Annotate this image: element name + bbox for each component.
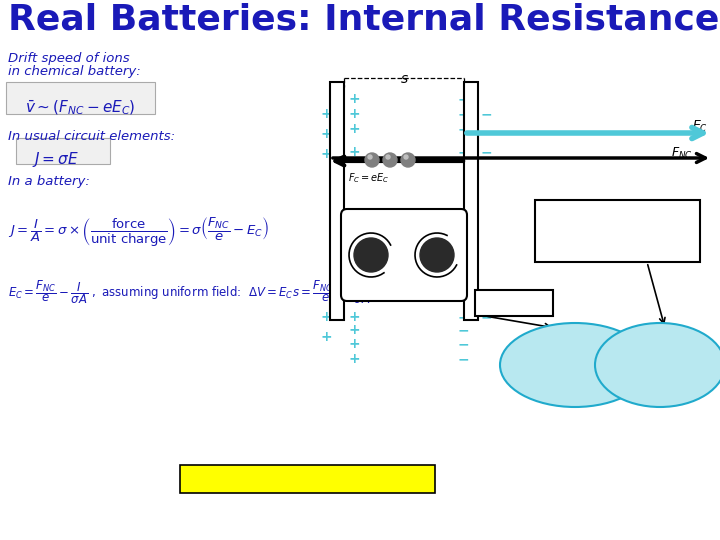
Circle shape: [420, 238, 454, 272]
Text: $r_{\rm int}$ - internal: $r_{\rm int}$ - internal: [541, 210, 636, 229]
Text: +: +: [349, 310, 361, 324]
Text: In usual circuit elements:: In usual circuit elements:: [8, 130, 175, 143]
Text: −: −: [458, 337, 469, 351]
Circle shape: [368, 155, 372, 159]
Text: $J = \sigma E$: $J = \sigma E$: [32, 150, 78, 169]
Text: $\dfrac{F_{NC}s}{e}$: $\dfrac{F_{NC}s}{e}$: [561, 352, 590, 378]
Text: $s$: $s$: [400, 72, 408, 86]
Text: $\Delta V_{battery} = emf - r_{int}I$: $\Delta V_{battery} = emf - r_{int}I$: [230, 469, 384, 489]
Text: +: +: [321, 310, 333, 324]
Bar: [180, 465, 435, 493]
Text: $E_C = \dfrac{F_{NC}}{e} - \dfrac{I}{\sigma A}$$\ ,\ $assuming uniform field: $\: $E_C = \dfrac{F_{NC}}{e} - \dfrac{I}{\si…: [8, 278, 376, 306]
Text: +: +: [349, 323, 361, 337]
Text: −: −: [481, 310, 492, 324]
Circle shape: [386, 155, 390, 159]
Text: −: −: [458, 352, 469, 366]
Bar: [464, 82, 478, 320]
Text: Drift speed of ions: Drift speed of ions: [8, 52, 130, 65]
Circle shape: [365, 153, 379, 167]
Circle shape: [354, 238, 388, 272]
Text: +: +: [349, 122, 361, 136]
Text: $\bar{v} \sim \left(F_{NC} - eE_C\right)$: $\bar{v} \sim \left(F_{NC} - eE_C\right)…: [24, 98, 135, 117]
Text: $F_{NC}$: $F_{NC}$: [671, 146, 693, 161]
Text: +: +: [349, 145, 361, 159]
Text: +: +: [349, 92, 361, 106]
Text: −: −: [458, 107, 469, 121]
Text: $J = \dfrac{I}{A} = \sigma \times \left(\dfrac{\mathrm{force}}{\mathrm{unit\ cha: $J = \dfrac{I}{A} = \sigma \times \left(…: [8, 215, 269, 248]
Text: $\dfrac{s}{\sigma A}$: $\dfrac{s}{\sigma A}$: [651, 353, 669, 377]
Bar: [475, 290, 553, 316]
Ellipse shape: [500, 323, 650, 407]
Circle shape: [401, 153, 415, 167]
FancyBboxPatch shape: [341, 209, 467, 301]
Text: −: −: [481, 145, 492, 159]
Text: −: −: [458, 323, 469, 337]
Text: −: −: [458, 92, 469, 106]
Text: In a battery:: In a battery:: [8, 175, 90, 188]
FancyBboxPatch shape: [6, 82, 155, 114]
Text: +: +: [321, 330, 333, 344]
FancyBboxPatch shape: [16, 138, 110, 164]
Text: +: +: [349, 337, 361, 351]
Text: +: +: [321, 107, 333, 121]
Text: −: −: [458, 310, 469, 324]
Text: +: +: [321, 127, 333, 141]
Text: −: −: [458, 122, 469, 136]
Text: +: +: [349, 107, 361, 121]
Bar: [330, 82, 344, 320]
Text: $F_C = eE_C$: $F_C = eE_C$: [348, 171, 390, 185]
Circle shape: [404, 155, 408, 159]
Text: Real Batteries: Internal Resistance: Real Batteries: Internal Resistance: [8, 2, 719, 36]
Bar: [535, 200, 700, 262]
Text: resistance: resistance: [541, 228, 620, 243]
Text: $emf$: $emf$: [498, 295, 531, 311]
Text: $E_C$: $E_C$: [692, 119, 708, 134]
Text: in chemical battery:: in chemical battery:: [8, 65, 140, 78]
Circle shape: [383, 153, 397, 167]
Text: −: −: [458, 145, 469, 159]
Text: +: +: [321, 147, 333, 161]
Text: +: +: [349, 352, 361, 366]
Text: −: −: [481, 107, 492, 121]
Ellipse shape: [595, 323, 720, 407]
